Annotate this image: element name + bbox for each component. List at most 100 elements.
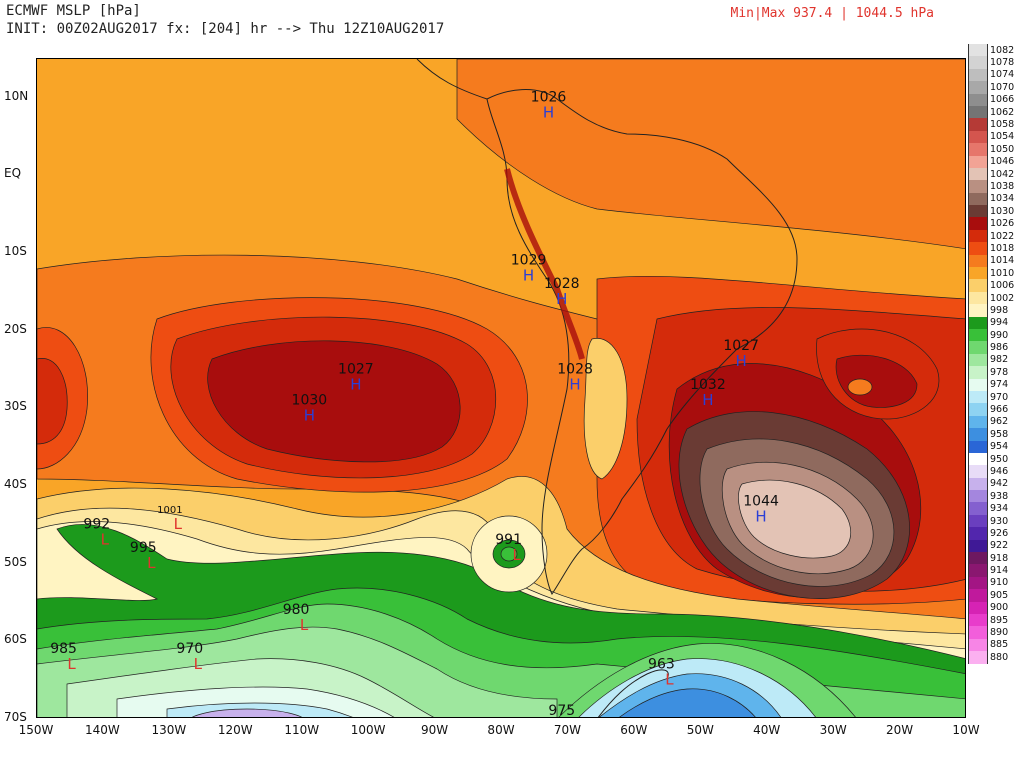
lon-label: 60W (620, 723, 648, 737)
colorbar-value: 905 (990, 589, 1009, 601)
colorbar-swatch (968, 341, 988, 354)
pressure-value-label: 1032 (690, 377, 726, 393)
colorbar-row: 970 (968, 390, 1020, 404)
colorbar-value: 1046 (990, 156, 1015, 168)
colorbar-swatch (968, 651, 988, 664)
low-marker: L (665, 670, 674, 688)
colorbar-swatch (968, 205, 988, 218)
init-forecast-line: INIT: 00Z02AUG2017 fx: [204] hr --> Thu … (6, 21, 445, 37)
colorbar-row: 930 (968, 514, 1020, 528)
colorbar-value: 885 (990, 639, 1009, 651)
lon-label: 130W (151, 723, 187, 737)
colorbar-row: 1066 (968, 93, 1020, 106)
low-marker: L (566, 717, 575, 718)
colorbar-row: 982 (968, 353, 1020, 367)
colorbar-value: 998 (990, 304, 1009, 316)
high-marker: H (350, 375, 361, 393)
colorbar-value: 1042 (990, 168, 1015, 180)
west-lobe-inner (37, 358, 68, 445)
colorbar-row: 905 (968, 589, 1020, 602)
colorbar-row: 958 (968, 428, 1020, 441)
colorbar-row: 914 (968, 564, 1020, 577)
colorbar-value: 900 (990, 602, 1009, 614)
colorbar-value: 910 (990, 577, 1009, 589)
colorbar-value: 982 (990, 354, 1009, 366)
colorbar-swatch (968, 167, 988, 181)
antarctic-peninsula (597, 669, 669, 717)
colorbar-swatch (968, 390, 988, 404)
colorbar-value: 946 (990, 465, 1009, 477)
atlantic-1042 (738, 479, 851, 559)
colorbar-row: 1034 (968, 192, 1020, 206)
colorbar-row: 1082 (968, 44, 1020, 57)
lon-label: 120W (217, 723, 253, 737)
lat-label: 70S (4, 710, 27, 724)
colorbar-value: 1006 (990, 280, 1015, 292)
colorbar-value: 1070 (990, 81, 1015, 93)
colorbar-value: 962 (990, 416, 1009, 428)
colorbar-swatch (968, 254, 988, 268)
colorbar-swatch (968, 180, 988, 193)
colorbar-value: 966 (990, 404, 1009, 416)
lon-label: 30W (819, 723, 847, 737)
lon-label: 20W (885, 723, 914, 737)
colorbar-value: 1034 (990, 193, 1015, 205)
colorbar-row: 1022 (968, 229, 1020, 243)
colorbar-swatch (968, 514, 988, 528)
lat-label: 40S (4, 477, 27, 492)
colorbar-row: 1010 (968, 267, 1020, 280)
colorbar-value: 914 (990, 565, 1009, 577)
colorbar-swatch (968, 217, 988, 230)
high-marker: H (569, 375, 580, 393)
high-marker: H (702, 391, 713, 409)
colorbar-swatch (968, 316, 988, 329)
low-marker: L (67, 655, 76, 673)
lat-label: 60S (4, 632, 27, 647)
colorbar-swatch (968, 118, 988, 131)
pressure-value-label: 970 (176, 641, 203, 657)
map-title: ECMWF MSLP [hPa] (6, 3, 141, 19)
colorbar-value: 950 (990, 453, 1009, 465)
colorbar-swatch (968, 403, 988, 416)
pressure-value-label: 1030 (292, 392, 328, 408)
colorbar-row: 1070 (968, 81, 1020, 94)
colorbar-value: 895 (990, 614, 1009, 626)
colorbar-value: 994 (990, 317, 1009, 329)
colorbar-swatch (968, 242, 988, 255)
colorbar-value: 922 (990, 540, 1009, 552)
colorbar-row: 880 (968, 651, 1020, 664)
colorbar-row: 918 (968, 552, 1020, 565)
colorbar-value: 954 (990, 441, 1009, 453)
colorbar-swatch (968, 279, 988, 292)
lon-label: 50W (686, 723, 714, 737)
colorbar-swatch (968, 130, 988, 144)
pressure-value-label: 992 (83, 517, 110, 533)
colorbar-row: 890 (968, 626, 1020, 639)
colorbar-value: 1066 (990, 94, 1015, 106)
colorbar-value: 1082 (990, 44, 1015, 56)
lon-label: 40W (753, 723, 781, 737)
low-marker: L (101, 531, 110, 549)
colorbar-row: 962 (968, 415, 1020, 429)
colorbar-swatch (968, 490, 988, 503)
colorbar-row: 900 (968, 601, 1020, 614)
colorbar-value: 1074 (990, 69, 1015, 81)
colorbar-swatch (968, 378, 988, 391)
pressure-value-label: 980 (283, 602, 310, 618)
pressure-value-label: 1029 (511, 253, 547, 269)
colorbar-row: 1042 (968, 167, 1020, 181)
colorbar-row: 954 (968, 440, 1020, 453)
colorbar-value: 1018 (990, 242, 1015, 254)
colorbar-row: 910 (968, 576, 1020, 590)
south-purple (192, 708, 302, 717)
pressure-value-label: 1028 (544, 276, 580, 292)
colorbar-value: 958 (990, 428, 1009, 440)
lat-label: EQ (4, 166, 22, 181)
colorbar-row: 1062 (968, 105, 1020, 119)
lon-label: 10W (952, 723, 980, 737)
colorbar-row: 966 (968, 403, 1020, 416)
colorbar-swatch (968, 105, 988, 119)
min-max-readout: Min|Max 937.4 | 1044.5 hPa (730, 6, 935, 21)
colorbar-value: 1058 (990, 119, 1015, 131)
colorbar-row: 998 (968, 304, 1020, 317)
